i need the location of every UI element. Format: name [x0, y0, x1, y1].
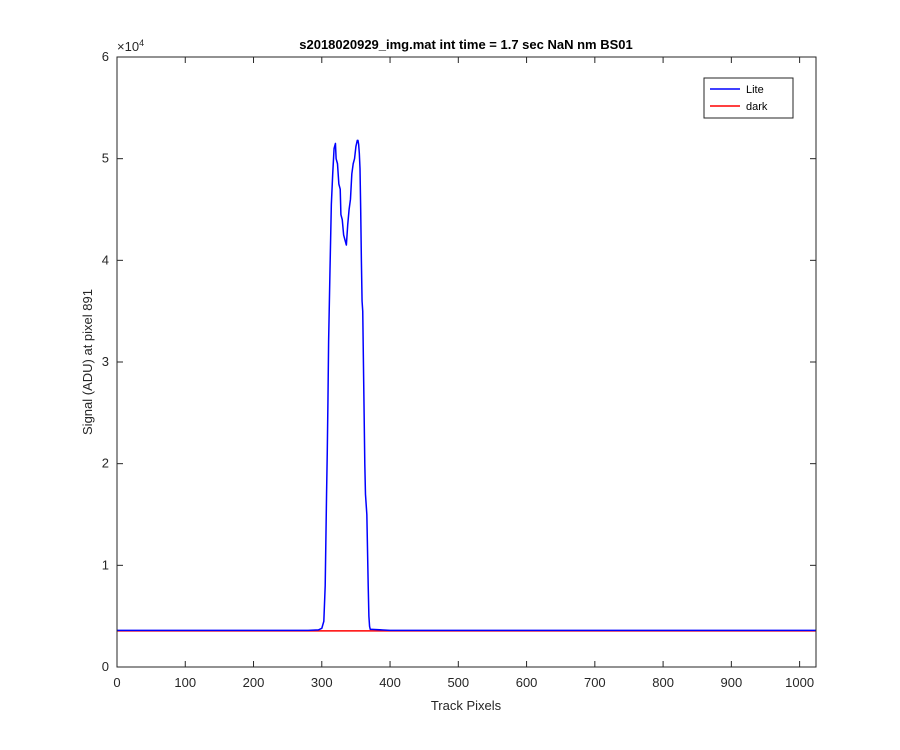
y-tick-label-6: 6	[102, 49, 109, 64]
legend-label-dark: dark	[746, 101, 768, 113]
series-line-lite	[117, 139, 816, 632]
x-tick-label-400: 400	[379, 675, 401, 690]
x-tick-label-900: 900	[721, 675, 743, 690]
x-tick-label-800: 800	[652, 675, 674, 690]
chart-title: s2018020929_img.mat int time = 1.7 sec N…	[299, 37, 633, 52]
y-tick-label-3: 3	[102, 354, 109, 369]
x-tick-label-500: 500	[447, 675, 469, 690]
x-tick-label-300: 300	[311, 675, 333, 690]
y-tick-label-2: 2	[102, 456, 109, 471]
series-layer	[117, 139, 816, 632]
legend-label-lite: Lite	[746, 84, 764, 96]
x-axis-label: Track Pixels	[431, 698, 502, 713]
y-axis-label: Signal (ADU) at pixel 891	[80, 289, 95, 435]
y-tick-label-5: 5	[102, 151, 109, 166]
y-tick-label-1: 1	[102, 557, 109, 572]
x-tick-label-0: 0	[113, 675, 120, 690]
y-axis-ticks: 0 1 2 3 4 5 6	[102, 49, 816, 674]
x-tick-label-200: 200	[243, 675, 265, 690]
y-tick-label-4: 4	[102, 252, 109, 267]
plot-area	[117, 57, 816, 667]
y-axis-exponent-power: 4	[139, 38, 144, 48]
y-axis-exponent: ×104	[117, 38, 144, 54]
x-tick-label-1000: 1000	[785, 675, 814, 690]
x-tick-label-700: 700	[584, 675, 606, 690]
legend-box	[703, 77, 794, 119]
x-axis-ticks: 0 100 200 300 400 500 600 700 800 900 1000	[113, 57, 814, 690]
x-tick-label-100: 100	[174, 675, 196, 690]
legend: Lite dark	[703, 77, 794, 119]
y-axis-exponent-base: ×10	[117, 39, 139, 54]
y-tick-label-0: 0	[102, 659, 109, 674]
x-tick-label-600: 600	[516, 675, 538, 690]
